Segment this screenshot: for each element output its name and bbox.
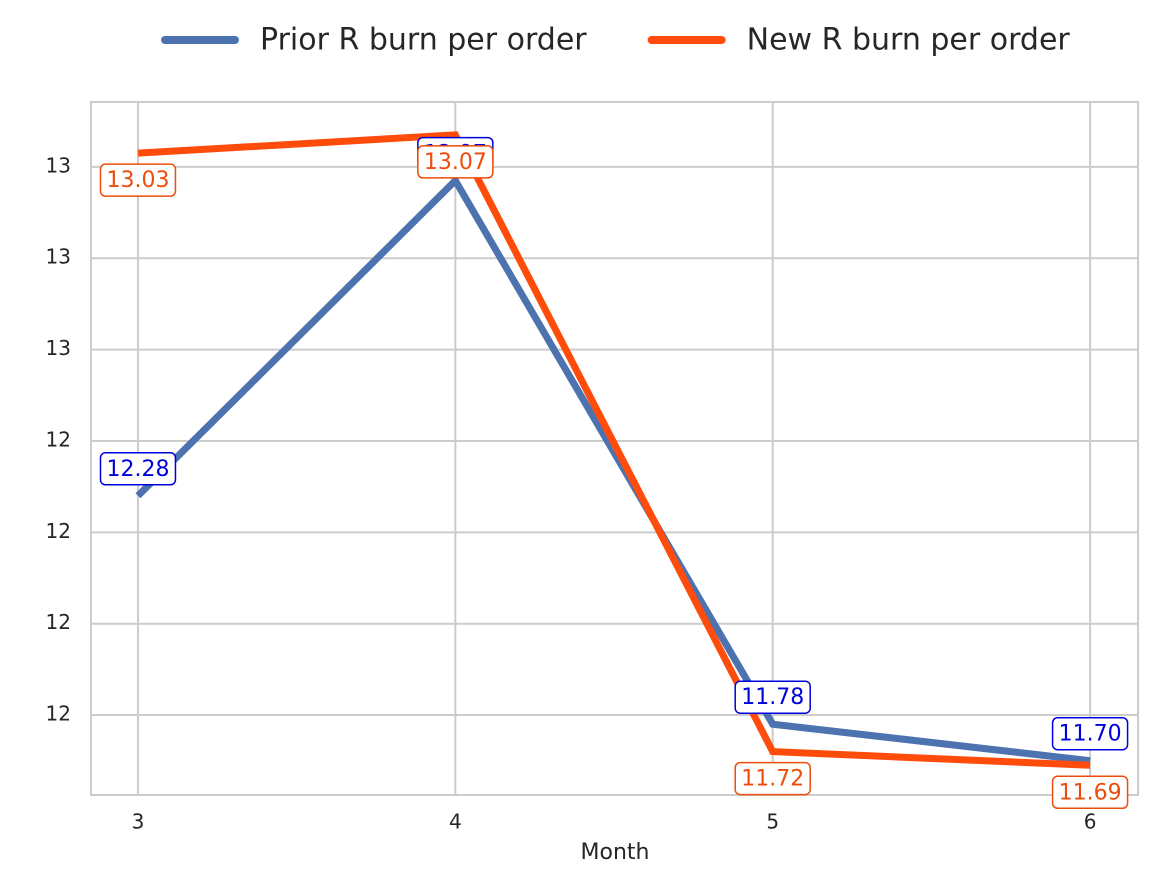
- value-label: 12.28: [99, 452, 177, 486]
- legend-label: Prior R burn per order: [260, 23, 587, 58]
- value-label-box: [734, 680, 811, 714]
- series-line: [137, 131, 1091, 769]
- x-tick-label: 6: [1084, 810, 1097, 834]
- value-label-text: 11.70: [1059, 722, 1122, 747]
- value-label-box: [417, 145, 494, 179]
- y-tick-label: 12: [46, 610, 71, 634]
- value-label-text: 13.03: [106, 168, 169, 193]
- value-label: 11.70: [1051, 716, 1129, 751]
- value-label-text: 12.28: [106, 457, 169, 482]
- value-label-text: 11.69: [1059, 780, 1122, 805]
- x-axis-label: Month: [581, 840, 650, 865]
- series-line: [135, 174, 1091, 765]
- value-label-box: [99, 452, 177, 486]
- x-tick-label: 5: [766, 810, 779, 834]
- value-label-text: 11.72: [741, 767, 804, 792]
- value-label-box: [1051, 775, 1129, 810]
- y-tick-label: 12: [46, 519, 71, 543]
- y-tick-label: 13: [46, 336, 71, 360]
- value-label: 11.78: [734, 680, 811, 714]
- value-label-text: 13.07: [424, 150, 487, 175]
- value-label-box: [99, 163, 177, 197]
- value-label-text: 11.78: [741, 685, 804, 710]
- value-label-box: [1051, 716, 1129, 751]
- y-tick-label: 13: [46, 153, 71, 177]
- value-label: 11.69: [1051, 775, 1129, 810]
- value-label: 13.07: [417, 145, 494, 179]
- y-tick-label: 12: [46, 427, 71, 451]
- x-tick-label: 4: [449, 810, 462, 834]
- y-tick-label: 13: [46, 245, 71, 269]
- x-tick-label: 3: [132, 810, 145, 834]
- grid: [91, 102, 1138, 795]
- value-label-box: [734, 761, 811, 796]
- value-label: 13.03: [99, 163, 177, 197]
- legend-label: New R burn per order: [747, 23, 1071, 58]
- y-tick-label: 12: [46, 702, 71, 726]
- value-label: 11.72: [734, 761, 811, 796]
